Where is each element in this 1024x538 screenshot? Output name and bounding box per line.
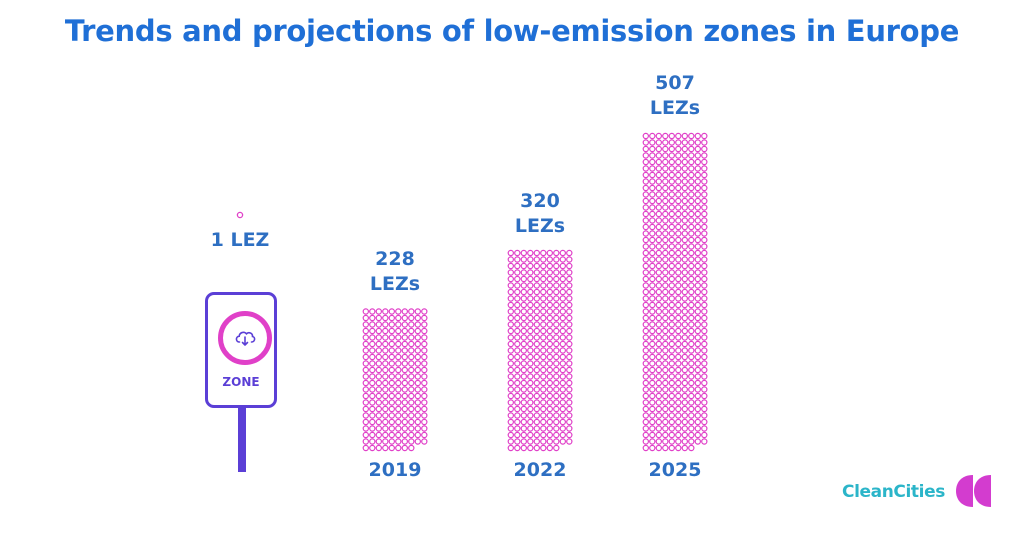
chart-title: Trends and projections of low-emission z… [64,14,960,48]
x-tick-label-3: 2025 [649,459,702,481]
clean-cities-brand: CleanCities [842,475,1002,509]
zone-sign: ZONE [205,292,277,472]
zone-sign-circle [218,311,272,365]
x-tick-label-1: 2019 [369,459,422,481]
data-label-3: 507 LEZs [650,72,700,119]
clean-cities-logo [956,475,991,507]
bar-0 [236,211,244,219]
zone-sign-label: ZONE [222,375,260,389]
data-label-0: 1 LEZ [211,229,270,251]
cloud-download-icon [235,331,256,346]
zone-sign-board: ZONE [205,292,277,408]
bar-1 [362,308,428,452]
data-label-2: 320 LEZs [515,190,565,237]
bar-2 [507,249,573,452]
x-tick-label-2: 2022 [514,459,567,481]
zone-sign-post [238,408,246,472]
bar-3 [642,132,708,452]
brand-name: CleanCities [842,482,945,502]
data-label-1: 228 LEZs [370,248,420,295]
